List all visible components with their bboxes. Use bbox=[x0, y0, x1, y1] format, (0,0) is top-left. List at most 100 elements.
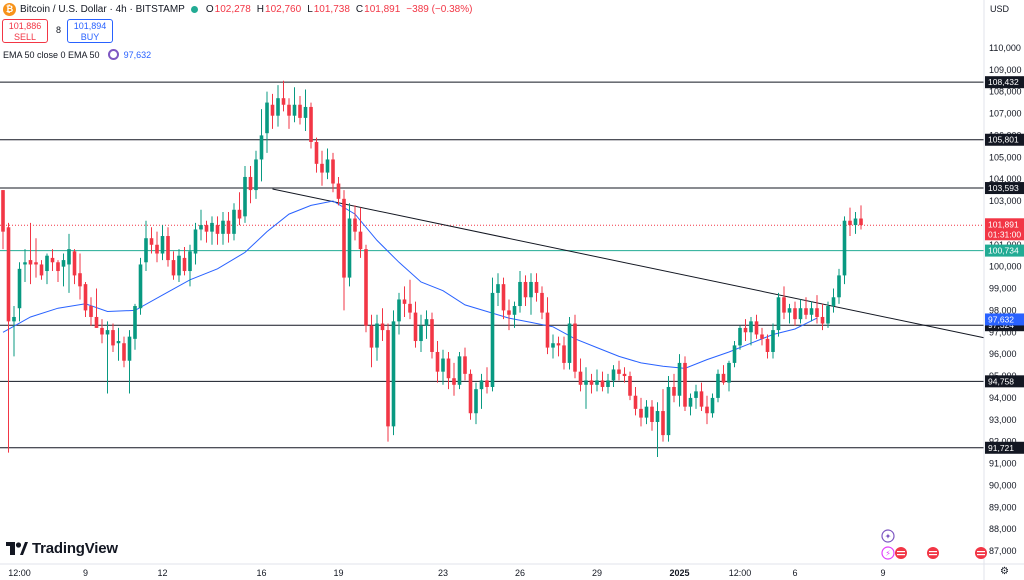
candle-body bbox=[435, 351, 440, 372]
x-tick-label: 2025 bbox=[669, 568, 689, 578]
candle bbox=[34, 238, 38, 278]
buy-label: BUY bbox=[80, 32, 100, 42]
candle bbox=[325, 148, 330, 180]
candle-body bbox=[859, 218, 863, 226]
candle-body bbox=[540, 292, 544, 313]
candle-body bbox=[507, 310, 511, 315]
candle-body bbox=[721, 373, 726, 383]
buy-button[interactable]: 101,894 BUY bbox=[67, 19, 113, 43]
buy-price: 101,894 bbox=[73, 21, 107, 31]
candle-body bbox=[94, 316, 99, 328]
candle bbox=[441, 349, 445, 385]
candle bbox=[276, 85, 280, 127]
candle-body bbox=[237, 209, 242, 219]
candle bbox=[375, 314, 379, 361]
candle bbox=[804, 297, 808, 320]
candle bbox=[56, 260, 60, 282]
candle bbox=[512, 301, 517, 328]
candle bbox=[446, 351, 451, 390]
candle-body bbox=[815, 308, 819, 317]
candle bbox=[435, 341, 440, 383]
candle-body bbox=[688, 397, 693, 407]
trendline-layer[interactable] bbox=[272, 188, 985, 339]
candle bbox=[111, 323, 115, 352]
candle bbox=[50, 249, 55, 272]
candle bbox=[424, 310, 429, 339]
candle-body bbox=[529, 281, 533, 298]
y-tick-label: 110,000 bbox=[989, 43, 1021, 53]
currency-label[interactable]: USD bbox=[990, 4, 1010, 14]
chart-header: ₿ Bitcoin / U.S. Dollar · 4h · BITSTAMP … bbox=[0, 0, 478, 18]
candle bbox=[336, 176, 341, 206]
candle bbox=[749, 316, 753, 346]
candle-body bbox=[336, 183, 341, 199]
brand-name: TradingView bbox=[32, 540, 118, 557]
candle-body bbox=[325, 159, 330, 173]
trendline[interactable] bbox=[272, 188, 985, 339]
candle bbox=[105, 321, 110, 394]
candle-body bbox=[842, 220, 847, 276]
candle bbox=[672, 373, 676, 403]
candle bbox=[848, 207, 852, 237]
settings-icon[interactable]: ⚙ bbox=[1000, 566, 1009, 577]
candle-body bbox=[166, 236, 170, 261]
candle-body bbox=[639, 408, 643, 418]
candle bbox=[430, 312, 434, 359]
price-axis[interactable]: 87,000 88,000 89,000 90,000 91,000 92,000 93,0… bbox=[983, 0, 1022, 580]
candle-body bbox=[144, 238, 148, 263]
candle bbox=[193, 222, 198, 265]
candle-body bbox=[809, 308, 814, 315]
symbol-title[interactable]: Bitcoin / U.S. Dollar · 4h · BITSTAMP bbox=[20, 3, 185, 15]
tradingview-logo[interactable]: TradingView bbox=[6, 540, 118, 557]
candle bbox=[39, 260, 44, 280]
candle bbox=[589, 373, 594, 394]
x-tick-label: 6 bbox=[792, 568, 797, 578]
candle bbox=[364, 244, 368, 333]
candle-body bbox=[17, 268, 22, 309]
x-tick-label: 26 bbox=[515, 568, 525, 578]
x-tick-label: 9 bbox=[83, 568, 88, 578]
candle bbox=[94, 288, 99, 328]
candle bbox=[204, 220, 209, 243]
horizontal-levels[interactable] bbox=[0, 81, 984, 449]
candle-body bbox=[375, 323, 379, 348]
last-price-tag-bg bbox=[985, 218, 1024, 241]
candle bbox=[287, 98, 291, 129]
indicator-label: EMA 50 close 0 EMA 50 bbox=[3, 49, 100, 60]
candle bbox=[837, 268, 841, 304]
last-price-tag-text: 101,891 bbox=[988, 219, 1019, 229]
indicator-legend[interactable]: EMA 50 close 0 EMA 50 97,632 bbox=[3, 49, 151, 60]
candle-body bbox=[320, 163, 324, 173]
level-price-tag: 103,593 bbox=[985, 182, 1024, 195]
candle bbox=[177, 249, 181, 282]
y-tick-label: 92,000 bbox=[989, 437, 1017, 447]
candle-body bbox=[430, 319, 434, 352]
time-axis[interactable]: 12:00 9 12 16 19 23 26 29 2025 12:00 6 9 bbox=[0, 563, 1024, 578]
candle-body bbox=[694, 391, 698, 398]
event-icons[interactable]: ✦ ⚡ bbox=[881, 529, 987, 560]
candle bbox=[270, 93, 275, 129]
candle bbox=[661, 389, 665, 442]
candle bbox=[787, 303, 792, 324]
ema-price-tag-text: 97,632 bbox=[988, 314, 1014, 324]
candle bbox=[149, 227, 154, 254]
candle-body bbox=[452, 378, 456, 385]
candle bbox=[237, 192, 242, 226]
bitcoin-icon: ₿ bbox=[3, 2, 16, 16]
candle-body bbox=[28, 260, 33, 265]
candle-body bbox=[831, 297, 836, 307]
candle-body bbox=[188, 251, 192, 272]
market-status-icon[interactable] bbox=[190, 5, 198, 13]
x-tick-label: 23 bbox=[438, 568, 448, 578]
candle-body bbox=[485, 380, 489, 387]
candle-body bbox=[369, 325, 374, 348]
candle-body bbox=[276, 98, 280, 116]
candles-layer bbox=[1, 80, 863, 457]
candle-body bbox=[749, 321, 753, 333]
level-price-tag-text: 91,721 bbox=[988, 443, 1014, 453]
sell-button[interactable]: 101,886 SELL bbox=[2, 19, 48, 43]
candle-body bbox=[787, 308, 792, 313]
candle-body bbox=[837, 275, 841, 298]
level-price-tag: 94,758 bbox=[985, 375, 1024, 388]
